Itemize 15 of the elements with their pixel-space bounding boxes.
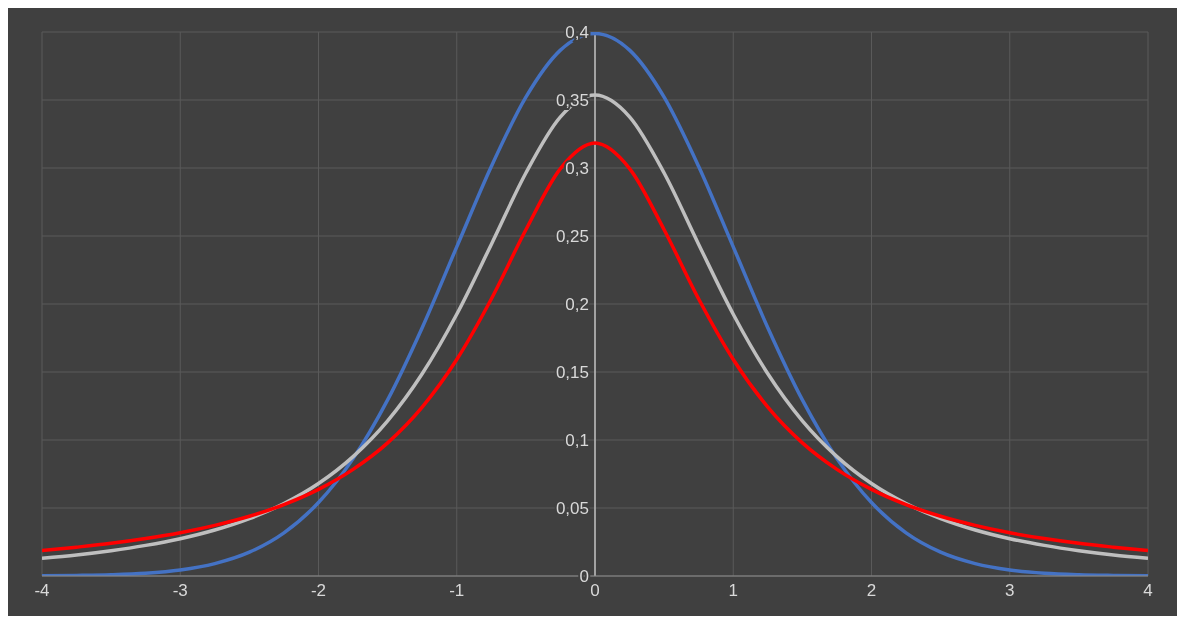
x-tick-label: -2 [310,581,327,601]
y-tick-label: 0,15 [555,363,589,382]
x-tick-label: 1 [728,581,738,601]
x-tick-label: -1 [449,581,465,601]
x-tick-label: -4 [34,581,50,601]
y-tick-label: 0,3 [565,159,589,178]
x-tick-label: -3 [172,581,188,601]
y-tick-label: 0 [579,567,589,586]
y-tick-label: 0,1 [565,431,589,450]
x-tick-label: 2 [866,581,877,601]
y-tick-label: 0,25 [555,227,589,246]
y-tick-label: 0,05 [555,499,589,518]
x-tick-label: 3 [1005,581,1015,601]
y-tick-label: 0,2 [565,295,589,314]
x-tick-label: 4 [1143,581,1153,601]
